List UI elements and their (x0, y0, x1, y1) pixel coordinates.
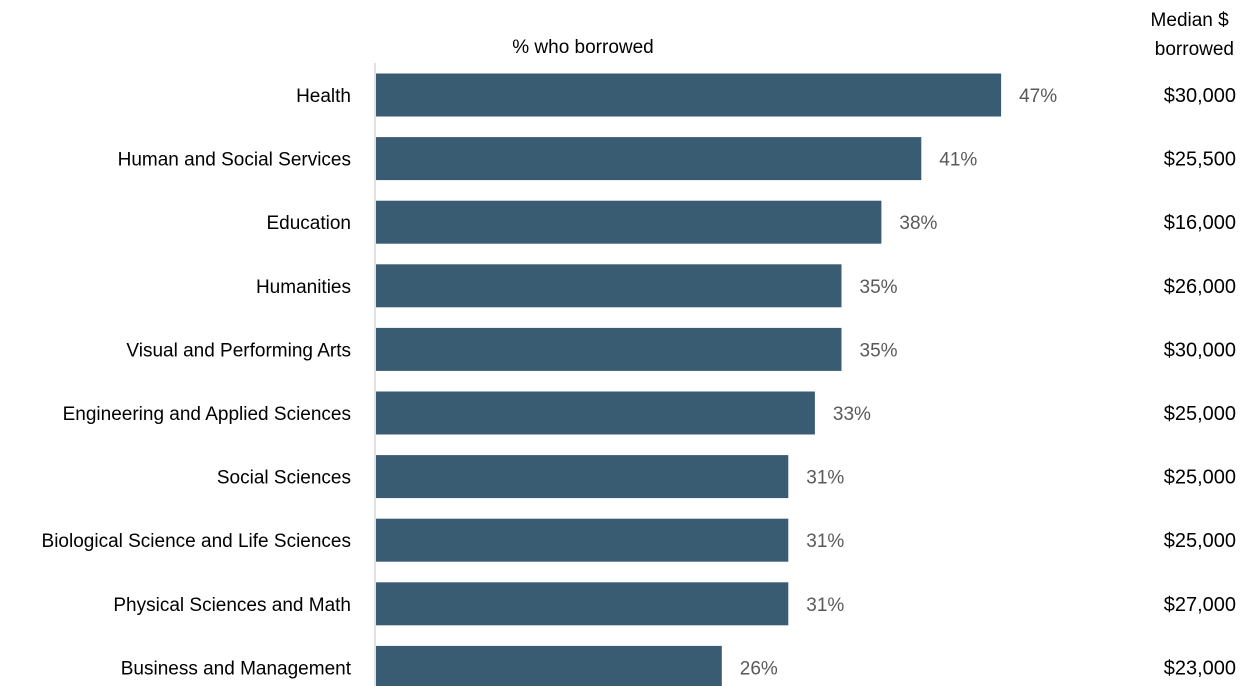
category-label: Business and Management (121, 658, 352, 679)
bar-value-label: 35% (860, 277, 898, 298)
category-label: Human and Social Services (118, 150, 351, 171)
category-label: Social Sciences (217, 468, 351, 489)
bar (376, 327, 842, 371)
category-label: Physical Sciences and Math (113, 595, 351, 616)
bar (376, 518, 789, 562)
median-borrowed-value: $25,000 (1164, 530, 1236, 552)
category-label: Health (296, 86, 351, 107)
bar (376, 200, 882, 244)
median-borrowed-value: $26,000 (1164, 276, 1236, 298)
median-borrowed-value: $30,000 (1164, 85, 1236, 107)
bar-value-label: 31% (806, 531, 844, 552)
median-borrowed-value: $30,000 (1164, 339, 1236, 361)
category-label: Biological Science and Life Sciences (42, 531, 351, 552)
bar-value-label: 35% (860, 340, 898, 361)
bar (376, 137, 922, 181)
median-borrowed-value: $25,000 (1164, 467, 1236, 489)
median-borrowed-value: $25,000 (1164, 403, 1236, 425)
category-label: Engineering and Applied Sciences (63, 404, 351, 425)
bar (376, 264, 842, 308)
category-label: Visual and Performing Arts (126, 340, 351, 361)
median-column-header-line-2: borrowed (1155, 39, 1234, 60)
bar-value-label: 47% (1019, 86, 1057, 107)
bar-value-label: 38% (899, 213, 937, 234)
bar-value-label: 31% (806, 595, 844, 616)
bar (376, 582, 789, 626)
chart-marks: Health 47% $30,000 Human and Social Service… (42, 73, 1236, 686)
median-borrowed-value: $27,000 (1164, 594, 1236, 616)
median-borrowed-value: $23,000 (1164, 657, 1236, 679)
bar-value-label: 41% (939, 150, 977, 171)
bar (376, 73, 1002, 117)
bar (376, 455, 789, 499)
bar (376, 391, 815, 435)
median-column-header-line-1: Median $ (1151, 10, 1230, 31)
category-label: Humanities (256, 277, 351, 298)
bar-value-label: 26% (740, 658, 778, 679)
bar-value-label: 33% (833, 404, 871, 425)
bar-value-label: 31% (806, 468, 844, 489)
median-borrowed-value: $25,500 (1164, 149, 1236, 171)
median-borrowed-value: $16,000 (1164, 212, 1236, 234)
bar (376, 645, 722, 686)
median-column-header: Median $ borrowed (1151, 10, 1234, 60)
chart-title: % who borrowed (512, 37, 654, 58)
category-label: Education (266, 213, 351, 234)
